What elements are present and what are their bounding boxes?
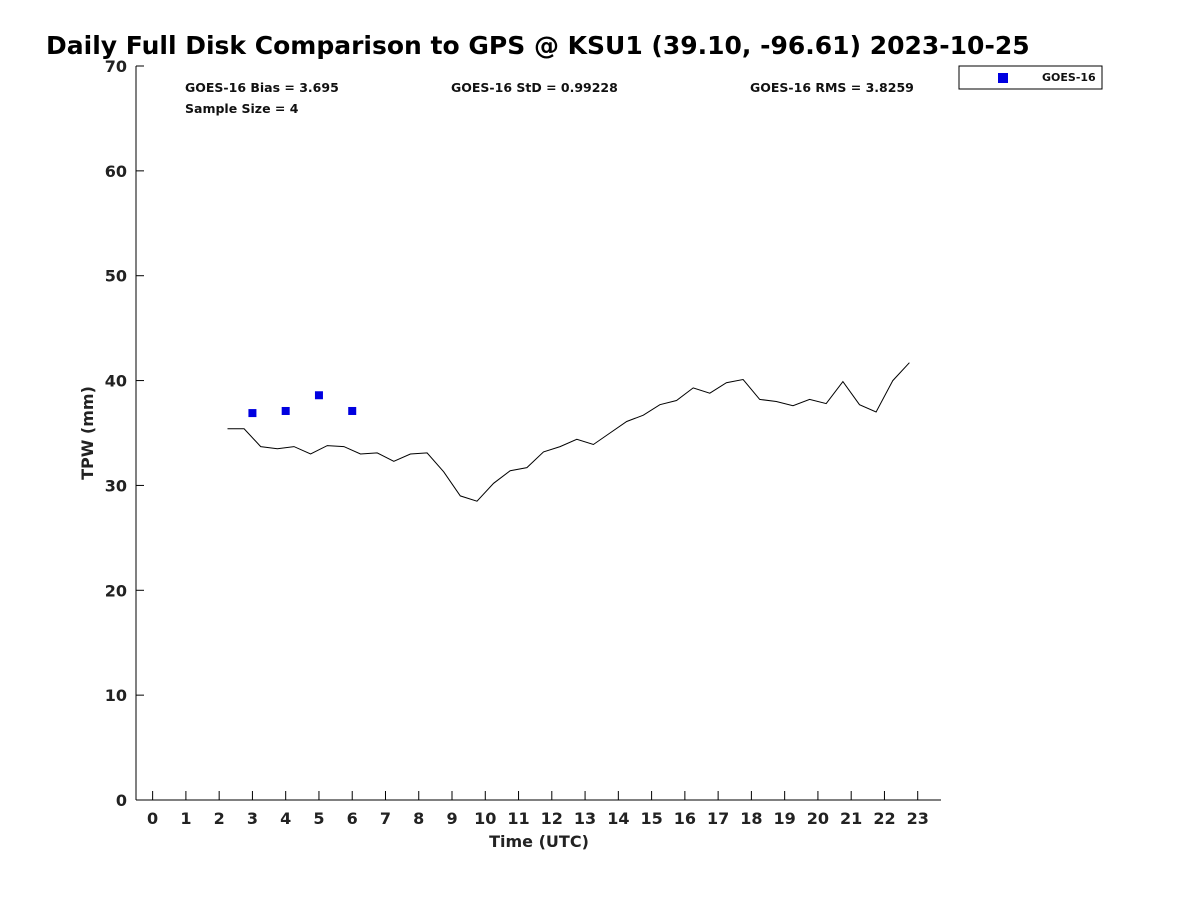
x-tick-label: 10 bbox=[474, 809, 496, 828]
x-tick-label: 14 bbox=[607, 809, 629, 828]
y-tick-label: 10 bbox=[105, 686, 127, 705]
legend-label-goes16: GOES-16 bbox=[1042, 71, 1096, 84]
x-axis-label: Time (UTC) bbox=[489, 832, 589, 851]
goes16-marker bbox=[281, 406, 290, 415]
x-tick-label: 5 bbox=[313, 809, 324, 828]
x-tick-label: 11 bbox=[507, 809, 529, 828]
axes bbox=[135, 66, 941, 801]
goes16-marker bbox=[248, 409, 257, 418]
x-tick-label: 17 bbox=[707, 809, 729, 828]
x-tick-label: 7 bbox=[380, 809, 391, 828]
goes16-series bbox=[248, 391, 357, 418]
y-tick-label: 50 bbox=[105, 267, 127, 286]
y-tick-label: 70 bbox=[105, 57, 127, 76]
y-tick-label: 20 bbox=[105, 581, 127, 600]
x-ticks: 0 1 2 3 4 5 6 7 8 9 10 11 12 13 14 15 16 17 18 19 20 21 22 23 bbox=[147, 791, 929, 828]
sample-size-stat: Sample Size = 4 bbox=[185, 101, 299, 116]
goes16-marker bbox=[348, 406, 357, 415]
x-tick-label: 8 bbox=[413, 809, 424, 828]
x-tick-label: 23 bbox=[907, 809, 929, 828]
x-tick-label: 13 bbox=[574, 809, 596, 828]
x-tick-label: 18 bbox=[740, 809, 762, 828]
x-tick-label: 1 bbox=[180, 809, 191, 828]
x-tick-label: 0 bbox=[147, 809, 158, 828]
y-tick-label: 60 bbox=[105, 162, 127, 181]
y-axis-label: TPW (mm) bbox=[78, 386, 97, 480]
x-tick-label: 12 bbox=[541, 809, 563, 828]
legend-swatch-goes16 bbox=[998, 73, 1008, 83]
chart-title: Daily Full Disk Comparison to GPS @ KSU1… bbox=[46, 31, 1030, 60]
x-tick-label: 2 bbox=[214, 809, 225, 828]
goes16-marker bbox=[314, 391, 323, 400]
x-tick-label: 3 bbox=[247, 809, 258, 828]
x-tick-label: 6 bbox=[347, 809, 358, 828]
legend: GOES-16 bbox=[958, 65, 1103, 90]
x-tick-label: 16 bbox=[674, 809, 696, 828]
x-tick-label: 15 bbox=[640, 809, 662, 828]
gps-series bbox=[227, 362, 910, 502]
legend-box bbox=[958, 65, 1103, 90]
x-tick-label: 19 bbox=[774, 809, 796, 828]
x-tick-label: 22 bbox=[873, 809, 895, 828]
bias-stat: GOES-16 Bias = 3.695 bbox=[185, 80, 339, 95]
x-tick-label: 9 bbox=[446, 809, 457, 828]
rms-stat: GOES-16 RMS = 3.8259 bbox=[750, 80, 914, 95]
x-tick-label: 4 bbox=[280, 809, 291, 828]
y-ticks: 0 10 20 30 40 50 60 70 bbox=[105, 57, 144, 810]
x-tick-label: 20 bbox=[807, 809, 829, 828]
y-tick-label: 30 bbox=[105, 476, 127, 495]
x-tick-label: 21 bbox=[840, 809, 862, 828]
gps-line bbox=[227, 362, 910, 502]
y-tick-label: 0 bbox=[116, 791, 127, 810]
y-tick-label: 40 bbox=[105, 372, 127, 391]
std-stat: GOES-16 StD = 0.99228 bbox=[451, 80, 618, 95]
